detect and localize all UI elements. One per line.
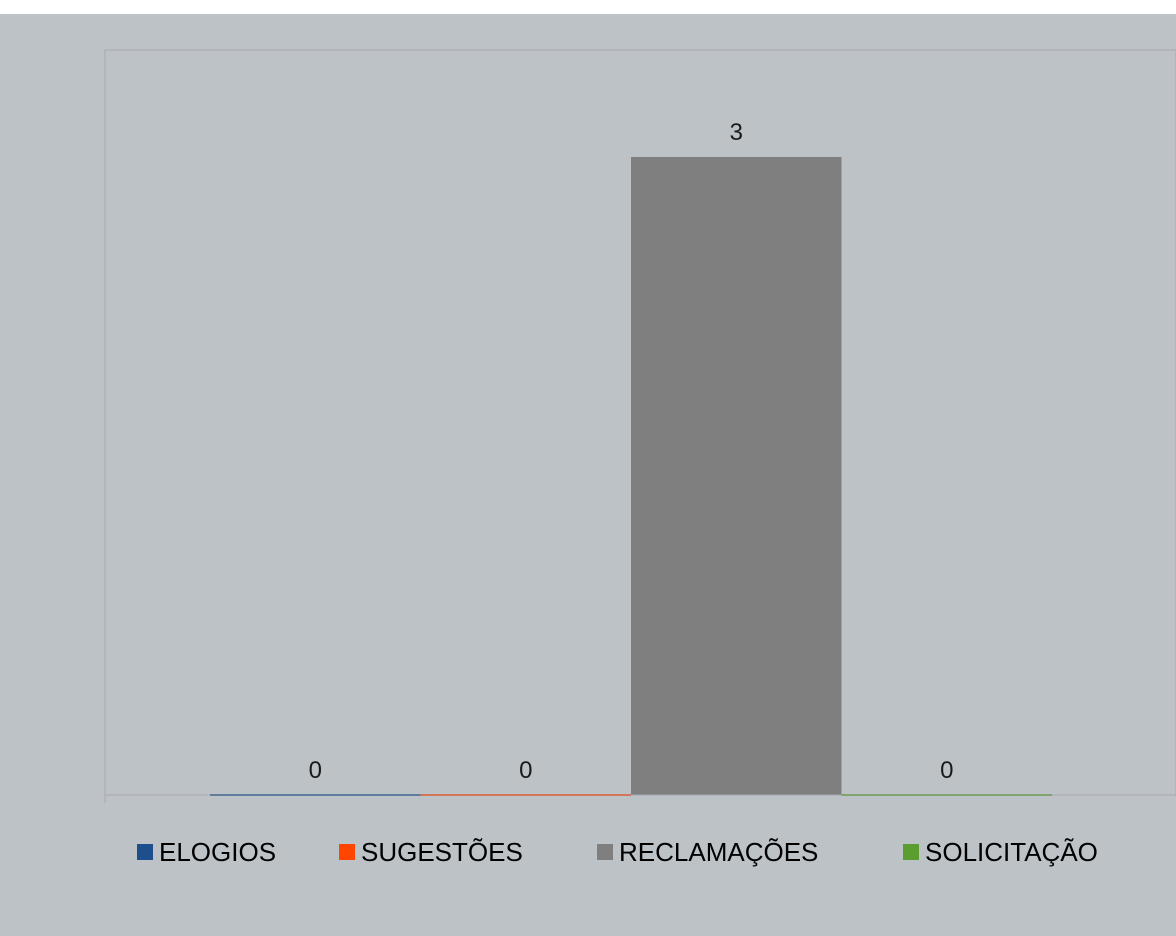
legend-swatch-reclamações	[597, 844, 613, 860]
chart-background	[0, 14, 1176, 936]
legend-label: RECLAMAÇÕES	[619, 837, 818, 867]
legend-label: ELOGIOS	[159, 837, 276, 867]
data-labels-group: 0 0 3 0	[309, 119, 954, 784]
legend-swatch-elogios	[137, 844, 153, 860]
legend-swatch-solicitação	[903, 844, 919, 860]
bars-group	[210, 157, 1052, 796]
data-label: 0	[309, 757, 322, 784]
data-label: 0	[519, 757, 532, 784]
data-label: 3	[730, 119, 743, 146]
legend: ELOGIOS SUGESTÕES RECLAMAÇÕES SOLICITAÇÃO	[137, 837, 1098, 867]
legend-swatch-sugestões	[339, 844, 355, 860]
legend-label: SUGESTÕES	[361, 837, 523, 867]
legend-label: SOLICITAÇÃO	[925, 837, 1098, 867]
bar-reclamações	[631, 157, 842, 795]
data-label: 0	[940, 757, 953, 784]
